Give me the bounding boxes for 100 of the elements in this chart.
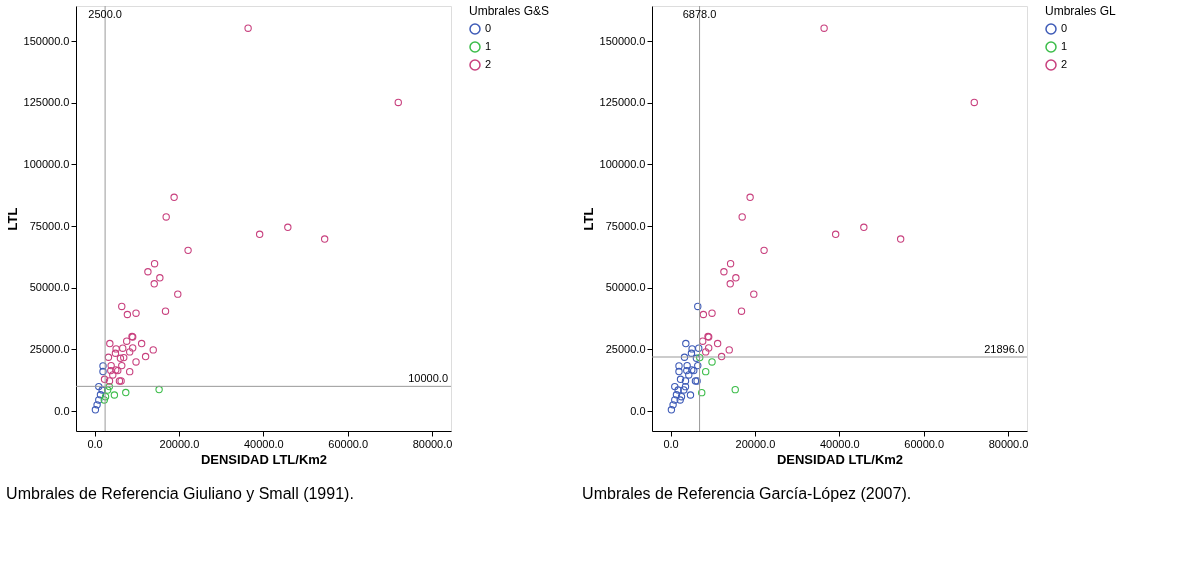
point bbox=[112, 345, 120, 353]
point bbox=[105, 377, 114, 385]
point bbox=[320, 235, 329, 243]
point bbox=[98, 386, 106, 394]
point bbox=[149, 346, 157, 354]
point bbox=[100, 375, 109, 384]
text: Umbrales de Referencia Giuliano y Small (1991). bbox=[6, 485, 354, 502]
point bbox=[122, 388, 130, 397]
point bbox=[708, 309, 716, 317]
text: Umbrales de Referencia García-López (2007). bbox=[582, 485, 912, 502]
point bbox=[726, 260, 735, 268]
point bbox=[106, 339, 114, 348]
point bbox=[284, 223, 292, 232]
point bbox=[104, 353, 113, 361]
point bbox=[687, 349, 696, 357]
point bbox=[244, 24, 252, 32]
point bbox=[675, 362, 683, 370]
point bbox=[184, 246, 192, 255]
point bbox=[667, 406, 676, 414]
y-tick-label: 125000.0 bbox=[23, 96, 70, 109]
point bbox=[676, 396, 684, 404]
point bbox=[674, 386, 682, 394]
point bbox=[161, 307, 170, 315]
point bbox=[676, 375, 685, 384]
point bbox=[162, 213, 170, 221]
point bbox=[680, 353, 689, 361]
point bbox=[671, 382, 679, 391]
point bbox=[688, 345, 696, 353]
point bbox=[896, 235, 905, 243]
point bbox=[831, 230, 840, 239]
y-tick-label: 25000.0 bbox=[605, 342, 646, 355]
point bbox=[105, 382, 114, 391]
y-tick-label: 100000.0 bbox=[23, 157, 70, 170]
legend-label: 1 bbox=[485, 40, 492, 52]
y-axis-title: LTL bbox=[4, 207, 20, 231]
point bbox=[686, 391, 695, 399]
point bbox=[738, 213, 746, 221]
point bbox=[99, 367, 107, 376]
legend-title: Umbrales G&S bbox=[469, 4, 550, 18]
point bbox=[701, 348, 710, 356]
point bbox=[708, 358, 716, 366]
point bbox=[677, 392, 686, 401]
point bbox=[675, 367, 683, 376]
point bbox=[683, 361, 691, 370]
point bbox=[155, 385, 163, 394]
point bbox=[101, 393, 110, 401]
point bbox=[118, 302, 126, 311]
point bbox=[141, 352, 150, 361]
ref-line-label: 6878.0 bbox=[682, 8, 717, 20]
y-tick-label: 75000.0 bbox=[29, 219, 70, 232]
x-tick-label: 60000.0 bbox=[904, 437, 945, 450]
point bbox=[109, 371, 117, 379]
x-tick-label: 40000.0 bbox=[243, 437, 284, 450]
point bbox=[128, 344, 137, 352]
y-tick-label: 100000.0 bbox=[599, 157, 646, 170]
point bbox=[103, 386, 112, 394]
legend-title: Umbrales GL bbox=[1045, 4, 1117, 18]
point bbox=[970, 98, 978, 107]
point bbox=[725, 346, 733, 354]
point bbox=[170, 193, 178, 201]
point bbox=[132, 309, 140, 317]
ref-line-label: 21896.0 bbox=[984, 343, 1024, 356]
point bbox=[107, 366, 115, 375]
point bbox=[695, 344, 703, 352]
x-tick-label: 20000.0 bbox=[159, 437, 200, 450]
point bbox=[681, 377, 690, 385]
legend-label: 1 bbox=[1061, 40, 1068, 52]
y-tick-label: 50000.0 bbox=[605, 281, 646, 294]
x-tick-label: 80000.0 bbox=[412, 437, 453, 450]
point bbox=[125, 367, 134, 376]
point bbox=[116, 354, 125, 362]
y-tick-label: 0.0 bbox=[630, 404, 646, 417]
point bbox=[701, 367, 710, 376]
y-axis-title: LTL bbox=[580, 207, 596, 231]
point bbox=[746, 193, 754, 201]
legend-label: 0 bbox=[485, 22, 492, 34]
point bbox=[731, 385, 739, 394]
point bbox=[681, 382, 690, 391]
point bbox=[174, 290, 182, 298]
y-tick-label: 0.0 bbox=[54, 404, 70, 417]
point bbox=[704, 344, 713, 352]
point bbox=[150, 260, 159, 268]
point bbox=[91, 406, 100, 414]
point bbox=[669, 401, 677, 409]
point bbox=[680, 386, 688, 394]
point bbox=[394, 98, 402, 107]
point bbox=[717, 352, 726, 361]
point bbox=[95, 382, 103, 391]
point bbox=[120, 353, 128, 362]
point bbox=[760, 246, 768, 255]
point bbox=[93, 401, 101, 409]
legend-label: 2 bbox=[485, 58, 492, 70]
point bbox=[119, 344, 127, 352]
point bbox=[150, 280, 158, 288]
point bbox=[123, 310, 132, 319]
point bbox=[118, 361, 126, 370]
point bbox=[122, 337, 131, 345]
x-tick-label: 60000.0 bbox=[328, 437, 369, 450]
point bbox=[137, 339, 146, 348]
point bbox=[685, 371, 693, 379]
